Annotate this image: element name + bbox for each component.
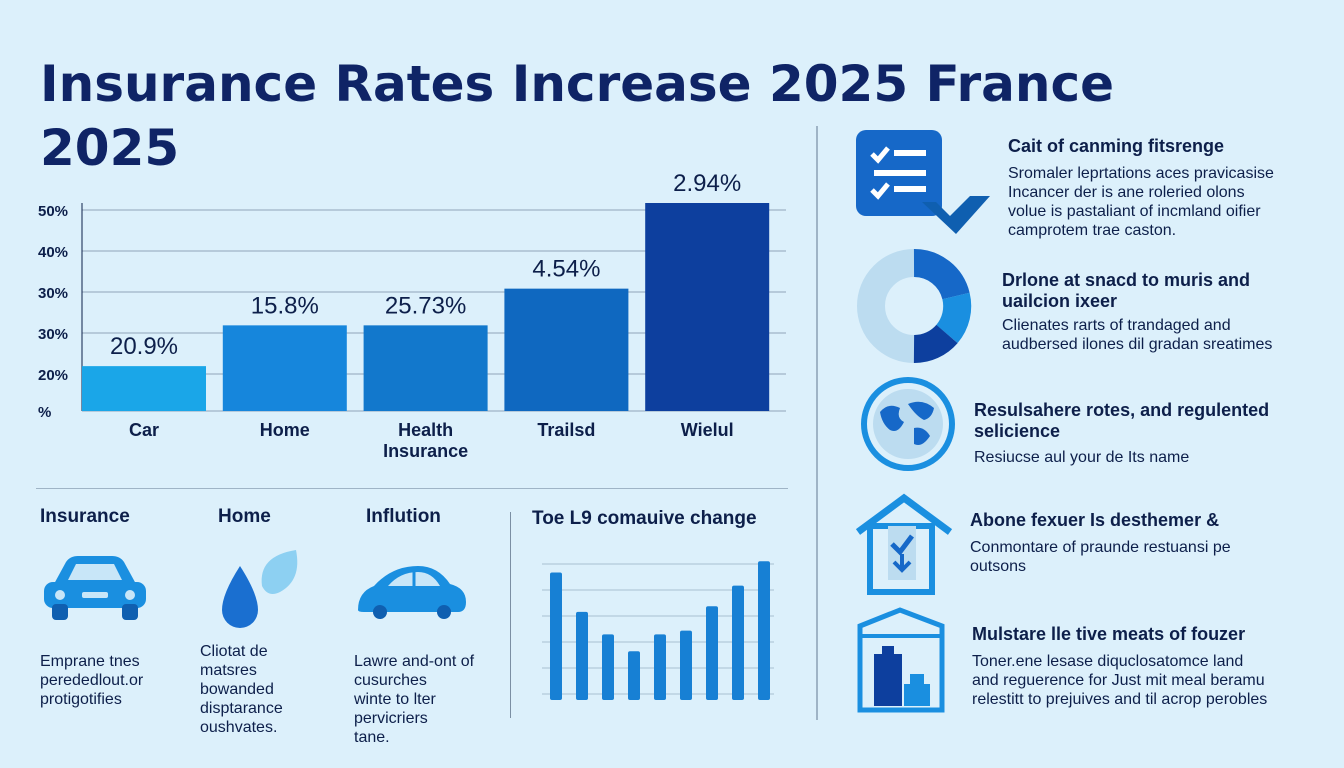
trend-divider <box>510 512 511 718</box>
right-item-body: Resiucse aul your de Its name <box>974 449 1190 466</box>
right-item-4: Abone fexuer Is desthemer & Conmontare o… <box>852 492 1322 600</box>
bar-4 <box>645 203 770 411</box>
trend-bar-2 <box>602 634 614 700</box>
category-heading: Home <box>218 506 271 527</box>
house-check-icon <box>852 492 982 602</box>
right-item-3: Resulsahere rotes, and regulented selici… <box>852 374 1322 484</box>
x-tick-label: Trailsd <box>537 420 595 440</box>
x-tick-label: Car <box>129 420 159 440</box>
right-item-1: Cait of canming fitsrenge Sromaler leprt… <box>852 124 1322 244</box>
trend-bar-7 <box>732 585 744 700</box>
category-inflution: Inflution Lawre and-ont of cusurches win… <box>354 506 504 747</box>
y-tick-label: % <box>38 404 51 421</box>
bar-3 <box>504 288 629 411</box>
right-item-body: Conmontare of praunde restuansi pe outso… <box>970 539 1231 575</box>
trend-chart-title: Toe L9 comauive change <box>532 508 757 529</box>
data-label: 4.54% <box>532 256 600 283</box>
y-tick-label: 30% <box>38 285 68 302</box>
trend-bar-5 <box>680 630 692 700</box>
y-tick-label: 20% <box>38 367 68 384</box>
data-label: 2.94% <box>673 170 741 197</box>
category-insurance: Insurance Emprane tnes perededlout.or pr… <box>40 506 190 709</box>
right-item-2: Drlone at snacd to muris and uailcion ix… <box>852 248 1322 368</box>
right-item-heading: Abone fexuer Is desthemer & <box>970 510 1220 530</box>
bar-0 <box>82 366 206 411</box>
category-text: Cliotat de matsres bowanded disptarance … <box>200 643 283 736</box>
trend-bar-6 <box>706 606 718 700</box>
trend-bar-chart <box>542 561 774 700</box>
x-tick-label: Home <box>260 420 310 440</box>
water-drop-icon <box>200 544 350 634</box>
data-label: 15.8% <box>251 292 319 319</box>
vertical-divider <box>816 126 818 720</box>
horizontal-divider <box>36 488 788 489</box>
category-heading: Inflution <box>366 506 441 527</box>
right-item-body: Sromaler leprtations aces pravicasise In… <box>1008 165 1274 239</box>
main-bar-chart: 50% 40% 30% 30% 20%% 20.9% Car 15.8% Home 25.73% H… <box>38 170 786 461</box>
category-text: Lawre and-ont of cusurches winte to lter… <box>354 653 475 746</box>
data-label: 20.9% <box>110 333 178 360</box>
y-tick-label: 30% <box>38 326 68 343</box>
x-tick-label: Insurance <box>383 441 468 461</box>
data-label: 25.73% <box>385 292 466 319</box>
bar-1 <box>222 325 347 411</box>
trend-bar-1 <box>576 611 588 700</box>
right-item-heading: Cait of canming fitsrenge <box>1008 136 1225 156</box>
category-text: Emprane tnes perededlout.or protigotifie… <box>40 653 144 708</box>
globe-icon <box>852 374 982 484</box>
checklist-arrow-icon <box>852 124 990 234</box>
category-heading: Insurance <box>40 506 130 527</box>
right-item-heading: Mulstare lle tive meats of fouzer <box>972 624 1246 644</box>
trend-bar-4 <box>654 634 666 700</box>
category-home: Home Cliotat de matsres bowanded disptar… <box>200 506 350 737</box>
x-tick-label: Wielul <box>681 420 734 440</box>
trend-bar-3 <box>628 651 640 700</box>
right-item-body: Clienates rarts of trandaged and audbers… <box>1002 317 1273 353</box>
warehouse-icon <box>852 606 982 716</box>
trend-bar-8 <box>758 561 770 700</box>
right-item-heading: Resulsahere rotes, and regulented selici… <box>974 400 1270 441</box>
page-title: Insurance Rates Increase 2025 France 202… <box>40 55 1115 177</box>
sports-car-icon <box>354 544 504 634</box>
right-item-5: Mulstare lle tive meats of fouzer Toner.… <box>852 606 1322 718</box>
x-tick-label: Health <box>398 420 453 440</box>
right-item-heading: Drlone at snacd to muris and uailcion ix… <box>1002 270 1251 311</box>
bar-2 <box>363 325 488 411</box>
car-icon <box>40 544 190 634</box>
y-tick-label: 40% <box>38 244 68 261</box>
right-item-body: Toner.ene lesase diquclosatomce land and… <box>972 653 1268 708</box>
donut-chart-icon <box>852 248 982 363</box>
y-tick-label: 50% <box>38 203 68 220</box>
trend-bar-0 <box>550 572 562 700</box>
